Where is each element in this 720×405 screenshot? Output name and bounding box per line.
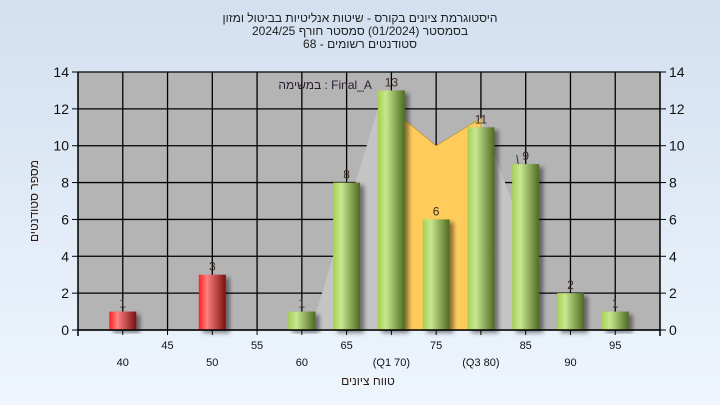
bar-label-60: 1 — [299, 297, 306, 311]
bar-75 — [422, 219, 450, 330]
x-tick-label: 95 — [609, 340, 621, 352]
y-tick-label-right: 0 — [669, 322, 677, 338]
x-axis-label: טווח ציונים — [341, 374, 395, 388]
y-tick-label-right: 2 — [669, 285, 677, 301]
x-tick-label: 55 — [251, 340, 263, 352]
y-tick-label-right: 10 — [669, 138, 685, 154]
x-tick-label: 40 — [117, 357, 129, 369]
bar-label-75: 6 — [433, 204, 440, 218]
x-tick-label: 85 — [520, 340, 532, 352]
chart-title-line-1: היסטוגרמת ציונים בקורס - שיטות אנליטיות … — [222, 11, 498, 25]
chart-title-line-3: סטודנטים רשומים - 68 — [303, 37, 417, 51]
y-tick-label-right: 6 — [669, 211, 677, 227]
bar-85 — [512, 164, 540, 330]
x-tick-label: 90 — [564, 357, 576, 369]
bar-label-85: 9 — [522, 149, 529, 163]
y-tick-label-right: 4 — [669, 248, 677, 264]
y-axis-label: מספר סטודנטים — [27, 160, 41, 242]
bar-90 — [556, 293, 584, 330]
x-tick-label: 65 — [340, 340, 352, 352]
x-tick-label: (Q3 80) — [462, 357, 499, 369]
y-tick-label-left: 2 — [61, 285, 69, 301]
y-tick-label-right: 14 — [669, 64, 685, 80]
bar-label-65: 8 — [343, 168, 350, 182]
y-tick-label-left: 12 — [53, 101, 69, 117]
bar-70 — [377, 90, 405, 330]
bar-label-40: 1 — [119, 297, 126, 311]
y-tick-label-left: 0 — [61, 322, 69, 338]
bar-95 — [601, 311, 629, 330]
y-tick-label-left: 8 — [61, 175, 69, 191]
bar-50 — [198, 274, 226, 330]
bar-label-90: 2 — [567, 278, 574, 292]
bar-60 — [288, 311, 316, 330]
x-tick-label: 60 — [296, 357, 308, 369]
y-tick-label-left: 14 — [53, 64, 69, 80]
bar-80 — [467, 127, 495, 331]
y-tick-label-right: 12 — [669, 101, 685, 117]
y-tick-label-left: 6 — [61, 211, 69, 227]
y-tick-label-right: 8 — [669, 175, 677, 191]
annotation-label: במשימה : Final_A — [278, 78, 372, 92]
bar-label-95: 1 — [612, 297, 619, 311]
bar-65 — [333, 182, 361, 330]
x-tick-label: (Q1 70) — [373, 357, 410, 369]
y-tick-label-left: 4 — [61, 248, 69, 264]
x-tick-label: 75 — [430, 340, 442, 352]
bar-label-70: 13 — [385, 75, 399, 89]
bar-label-80: 11 — [475, 112, 488, 126]
bar-40 — [109, 311, 137, 330]
y-tick-label-left: 10 — [53, 138, 69, 154]
x-tick-label: 50 — [206, 357, 218, 369]
bar-label-50: 3 — [209, 260, 216, 274]
x-tick-label: 45 — [161, 340, 173, 352]
chart-title-line-2: בסמסטר (01/2024) סמסטר חורף 2024/25 — [251, 24, 469, 38]
